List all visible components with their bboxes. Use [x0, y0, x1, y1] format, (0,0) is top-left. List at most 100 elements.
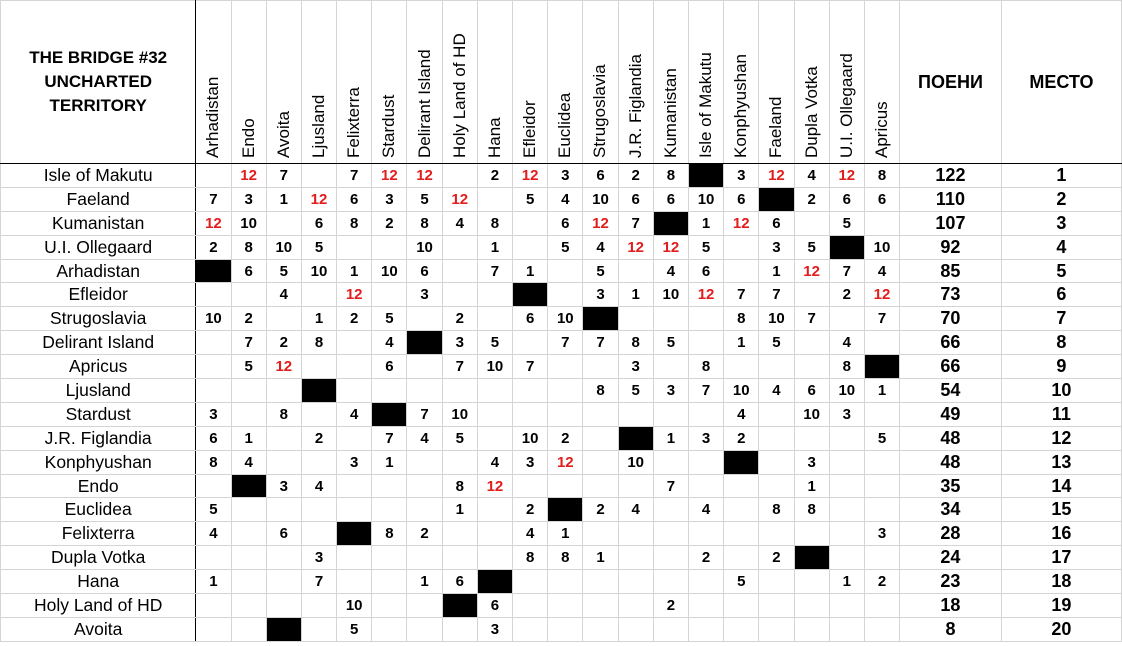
score-cell: 3 — [828, 401, 865, 427]
score-cell — [547, 473, 584, 499]
score-cell: 4 — [195, 521, 232, 547]
score-cell: 10 — [300, 258, 338, 284]
score-cell: 12 — [512, 163, 549, 188]
score-cell: 1 — [758, 258, 795, 284]
score-cell — [336, 234, 373, 260]
voter-name: Konphyushan — [731, 54, 751, 158]
score-cell: 1 — [828, 569, 865, 595]
voter-name: Apricus — [871, 101, 891, 158]
voter-header: J.R. Figlandia — [617, 0, 654, 164]
score-cell: 1 — [723, 330, 760, 356]
score-cell — [336, 569, 373, 595]
score-cell — [758, 401, 795, 427]
table-row: J.R. Figlandia 6 1 2 7 4 5 10 2 1 3 2 5 48 12 — [0, 425, 1122, 451]
table-row: Ljusland 8 5 3 7 10 4 6 10 1 54 10 — [0, 378, 1122, 403]
score-cell — [687, 593, 725, 618]
rank-place: 6 — [1000, 282, 1122, 308]
score-cell: 2 — [476, 163, 514, 188]
score-cell: 5 — [195, 497, 232, 523]
score-cell: 7 — [863, 306, 901, 332]
score-cell — [582, 569, 619, 595]
score-cell — [476, 378, 514, 403]
score-cell — [336, 354, 373, 380]
score-cell — [652, 616, 689, 642]
voter-name: Arhadistan — [203, 76, 223, 158]
score-cell — [406, 354, 443, 380]
score-cell — [723, 354, 760, 380]
score-cell — [300, 282, 338, 308]
total-points: 49 — [899, 401, 1002, 427]
score-cell — [793, 210, 830, 236]
voter-name: Stardust — [379, 94, 399, 158]
score-cell — [582, 449, 619, 475]
entry-name: Ljusland — [0, 378, 197, 403]
score-cell: 8 — [617, 330, 654, 356]
score-cell: 7 — [828, 258, 865, 284]
score-cell — [300, 163, 338, 188]
score-cell — [793, 425, 830, 451]
score-cell: 1 — [617, 282, 654, 308]
score-cell — [652, 545, 689, 571]
score-cell — [828, 521, 865, 547]
score-cell — [652, 306, 689, 332]
score-cell — [230, 593, 267, 618]
score-cell: 5 — [828, 210, 865, 236]
score-cell: 8 — [476, 210, 514, 236]
score-cell: 6 — [406, 258, 443, 284]
points-header: ПОЕНИ — [899, 0, 1002, 164]
score-cell — [300, 354, 338, 380]
score-cell: 2 — [652, 593, 689, 618]
score-cell: 8 — [441, 473, 478, 499]
score-cell — [406, 449, 443, 475]
score-cell — [230, 521, 267, 547]
entry-name: Euclidea — [0, 497, 197, 523]
score-cell: 2 — [265, 330, 302, 356]
score-cell — [863, 210, 901, 236]
score-cell: 10 — [828, 378, 865, 403]
score-cell: 12 — [723, 210, 760, 236]
score-cell: 3 — [863, 521, 901, 547]
score-cell: 4 — [723, 401, 760, 427]
title-line-3: TERRITORY — [49, 96, 147, 115]
self-vote-block — [512, 282, 549, 308]
score-cell — [758, 473, 795, 499]
score-cell — [828, 449, 865, 475]
score-cell — [863, 449, 901, 475]
score-cell: 2 — [687, 545, 725, 571]
score-cell: 6 — [758, 210, 795, 236]
score-cell: 8 — [828, 354, 865, 380]
score-cell: 5 — [371, 306, 408, 332]
self-vote-block — [336, 521, 373, 547]
score-cell — [758, 616, 795, 642]
score-cell: 8 — [406, 210, 443, 236]
total-points: 66 — [899, 354, 1002, 380]
entry-name: U.I. Ollegaard — [0, 234, 197, 260]
score-cell: 6 — [441, 569, 478, 595]
score-cell — [300, 497, 338, 523]
score-cell: 1 — [863, 378, 901, 403]
score-cell: 12 — [652, 234, 689, 260]
rank-place: 7 — [1000, 306, 1122, 332]
score-cell — [617, 616, 654, 642]
score-cell — [230, 616, 267, 642]
score-cell: 2 — [758, 545, 795, 571]
score-cell — [687, 401, 725, 427]
voter-name: Kumanistan — [660, 68, 680, 158]
score-cell: 6 — [617, 186, 654, 212]
score-cell — [687, 449, 725, 475]
score-cell: 3 — [336, 449, 373, 475]
score-cell: 8 — [758, 497, 795, 523]
self-vote-block — [828, 234, 865, 260]
score-cell — [863, 401, 901, 427]
score-cell: 7 — [547, 330, 584, 356]
score-cell: 1 — [582, 545, 619, 571]
score-cell — [617, 306, 654, 332]
score-cell — [793, 330, 830, 356]
score-cell: 3 — [758, 234, 795, 260]
total-points: 48 — [899, 425, 1002, 451]
score-cell — [687, 569, 725, 595]
score-cell: 6 — [723, 186, 760, 212]
score-cell: 10 — [582, 186, 619, 212]
voter-header: Endo — [230, 0, 267, 164]
score-cell — [230, 569, 267, 595]
